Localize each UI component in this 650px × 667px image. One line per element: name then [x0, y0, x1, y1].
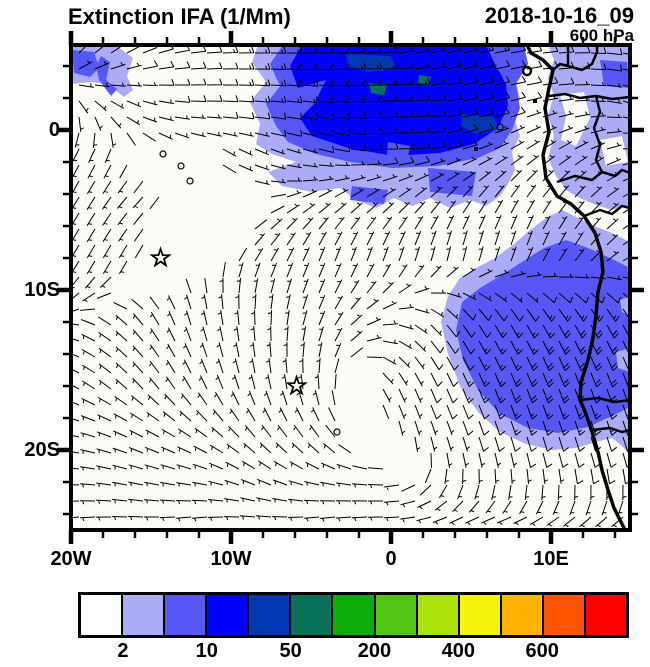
- colorbar-tick-label: 400: [441, 640, 475, 662]
- region-navy-spot-1: [346, 54, 397, 72]
- africa-coastline: [525, 45, 627, 530]
- colorbar-cell-0: [81, 595, 124, 635]
- y-axis-label-10S: 10S: [24, 279, 60, 301]
- colorbar-tick-label: 2: [117, 640, 129, 662]
- colorbar-tick-label: 10: [195, 640, 218, 662]
- region-navy-spot-2: [461, 114, 499, 134]
- region-angola-light-patch-2: [620, 296, 630, 316]
- point-marker: [474, 147, 478, 151]
- y-axis-label-0: 0: [48, 119, 60, 141]
- point-marker: [533, 99, 537, 103]
- x-axis-label-20W: 20W: [50, 548, 92, 570]
- region-topleft-periwinkle-core: [72, 50, 99, 77]
- country-border: [579, 396, 630, 404]
- colorbar-cell-1: [123, 595, 166, 635]
- y-axis-label-20S: 20S: [24, 439, 60, 461]
- x-axis-label-10W: 10W: [210, 548, 252, 570]
- region-streak-periwinkle-a: [350, 186, 388, 204]
- region-teal-spot-2: [418, 75, 431, 85]
- axis-ticks: [57, 31, 644, 544]
- country-border: [552, 45, 570, 71]
- region-streak-periwinkle-c: [386, 142, 410, 166]
- country-border: [567, 45, 599, 72]
- country-border: [591, 426, 630, 434]
- plot-title: Extinction IFA (1/Mm): [68, 4, 291, 29]
- colorbar-cell-6: [333, 595, 376, 635]
- country-border: [548, 92, 630, 101]
- region-coastal-white-gap-1: [560, 92, 590, 146]
- colorbar-tick-label: 200: [357, 640, 392, 662]
- wind-barbs: [71, 45, 630, 528]
- star-marker-2: [285, 374, 308, 396]
- coastline-and-borders: [474, 45, 630, 530]
- colorbar-cell-4: [249, 595, 292, 635]
- x-axis-label-10E: 10E: [533, 548, 569, 570]
- region-coastal-periwinkle: [600, 60, 630, 88]
- colorbar-cell-3: [207, 595, 250, 635]
- colorbar-cell-12: [585, 595, 627, 635]
- station-markers: [149, 246, 308, 396]
- colorbar-cell-11: [543, 595, 586, 635]
- calm-wind-circles: [159, 123, 504, 436]
- star-marker-1: [149, 246, 172, 268]
- colorbar-cell-8: [417, 595, 460, 635]
- plot-datetime: 2018-10-16_09: [484, 3, 634, 28]
- colorbar-cell-10: [501, 595, 544, 635]
- country-border: [556, 168, 630, 184]
- colorbar: [78, 592, 629, 638]
- x-axis-label-0: 0: [385, 548, 397, 570]
- region-coastal-white-gap-2: [600, 136, 628, 166]
- pressure-level-label: 600 hPa: [569, 26, 634, 45]
- country-border: [583, 204, 630, 218]
- colorbar-cell-5: [291, 595, 334, 635]
- colorbar-cell-2: [165, 595, 208, 635]
- colorbar-cell-7: [375, 595, 418, 635]
- island-outline: [521, 65, 533, 77]
- country-border: [592, 95, 604, 173]
- map-frame: [69, 43, 632, 532]
- colorbar-cell-9: [459, 595, 502, 635]
- colorbar-tick-label: 50: [279, 640, 302, 662]
- colorbar-tick-label: 600: [525, 640, 559, 662]
- region-teal-spot-1: [369, 83, 387, 95]
